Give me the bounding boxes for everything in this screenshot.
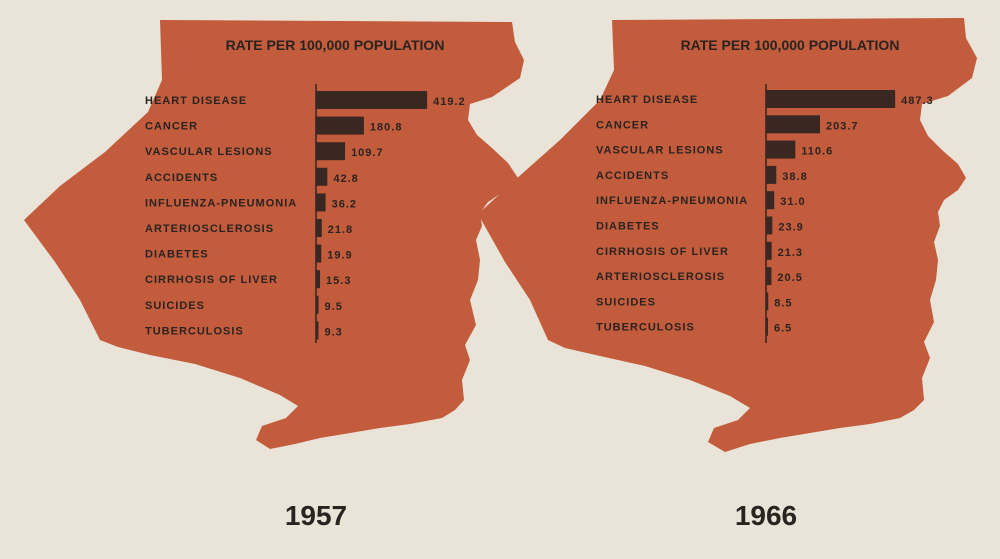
bar-cancer-1957 [316, 116, 364, 135]
category-label-tuberculosis-1957: TUBERCULOSIS [145, 325, 244, 337]
category-label-suicides-1957: SUICIDES [145, 300, 205, 312]
category-label-influenza-pneumonia-1966: INFLUENZA-PNEUMONIA [596, 195, 748, 207]
value-label-cirrhosis-of-liver-1957: 15.3 [326, 275, 351, 287]
value-label-suicides-1966: 8.5 [774, 297, 792, 309]
category-label-tuberculosis-1966: TUBERCULOSIS [596, 322, 695, 334]
value-label-cirrhosis-of-liver-1966: 21.3 [778, 247, 803, 259]
category-label-arteriosclerosis-1966: ARTERIOSCLEROSIS [596, 271, 725, 283]
value-label-influenza-pneumonia-1966: 31.0 [780, 196, 805, 208]
bar-vascular-lesions-1966 [766, 140, 796, 159]
value-label-accidents-1966: 38.8 [782, 171, 807, 183]
category-label-heart-disease-1957: HEART DISEASE [145, 95, 247, 107]
bar-vascular-lesions-1957 [316, 142, 346, 161]
bar-diabetes-1966 [766, 216, 773, 235]
panel-1966: RATE PER 100,000 POPULATION HEART DISEAS… [478, 18, 977, 452]
category-label-arteriosclerosis-1957: ARTERIOSCLEROSIS [145, 223, 274, 235]
bar-suicides-1966 [766, 292, 769, 311]
bar-tuberculosis-1957 [316, 321, 319, 340]
bar-arteriosclerosis-1957 [316, 219, 322, 237]
value-label-tuberculosis-1957: 9.3 [324, 326, 342, 338]
category-label-vascular-lesions-1966: VASCULAR LESIONS [596, 145, 724, 157]
value-label-vascular-lesions-1966: 110.6 [801, 146, 833, 158]
value-label-arteriosclerosis-1966: 20.5 [777, 272, 802, 284]
category-label-diabetes-1957: DIABETES [145, 249, 209, 261]
category-label-vascular-lesions-1957: VASCULAR LESIONS [145, 146, 273, 158]
value-label-heart-disease-1957: 419.2 [433, 96, 466, 108]
category-label-influenza-pneumonia-1957: INFLUENZA-PNEUMONIA [145, 197, 297, 209]
bar-accidents-1966 [766, 165, 777, 184]
category-label-accidents-1966: ACCIDENTS [596, 170, 669, 182]
panel-1957: RATE PER 100,000 POPULATION HEART DISEAS… [24, 20, 524, 449]
value-label-accidents-1957: 42.8 [333, 173, 358, 185]
value-label-tuberculosis-1966: 6.5 [774, 323, 792, 335]
value-label-heart-disease-1966: 487.3 [901, 95, 934, 107]
value-label-suicides-1957: 9.5 [325, 301, 343, 313]
category-label-heart-disease-1966: HEART DISEASE [596, 94, 698, 106]
bar-cirrhosis-of-liver-1966 [766, 241, 772, 260]
value-label-influenza-pneumonia-1957: 36.2 [332, 198, 357, 210]
bar-tuberculosis-1966 [766, 317, 768, 336]
category-label-cancer-1957: CANCER [145, 121, 198, 133]
bar-suicides-1957 [316, 295, 319, 314]
bar-cirrhosis-of-liver-1957 [316, 270, 321, 289]
value-label-diabetes-1966: 23.9 [778, 222, 803, 234]
chart-title-1966: RATE PER 100,000 POPULATION [681, 37, 900, 53]
year-label-1957: 1957 [284, 500, 348, 531]
bar-cancer-1966 [766, 115, 820, 134]
category-label-cancer-1966: CANCER [596, 119, 649, 131]
category-label-accidents-1957: ACCIDENTS [145, 172, 218, 184]
value-label-vascular-lesions-1957: 109.7 [351, 147, 384, 159]
value-label-arteriosclerosis-1957: 21.8 [328, 224, 353, 236]
chart-title-1957: RATE PER 100,000 POPULATION [226, 37, 445, 53]
value-label-cancer-1966: 203.7 [826, 120, 859, 132]
category-label-diabetes-1966: DIABETES [596, 221, 660, 233]
bar-heart-disease-1957 [316, 91, 428, 109]
bar-influenza-pneumonia-1957 [316, 193, 326, 212]
year-label-1966: 1966 [734, 500, 798, 531]
state-map-shape-1957 [24, 20, 524, 449]
value-label-cancer-1957: 180.8 [370, 122, 403, 134]
category-label-cirrhosis-of-liver-1957: CIRRHOSIS OF LIVER [145, 274, 278, 286]
state-map-shape-1966 [478, 18, 977, 452]
bar-heart-disease-1966 [766, 90, 896, 108]
bar-arteriosclerosis-1966 [766, 267, 772, 286]
category-label-cirrhosis-of-liver-1966: CIRRHOSIS OF LIVER [596, 246, 729, 258]
bar-diabetes-1957 [316, 244, 322, 263]
category-label-suicides-1966: SUICIDES [596, 296, 656, 308]
bar-accidents-1957 [316, 167, 328, 186]
value-label-diabetes-1957: 19.9 [327, 250, 352, 262]
bar-influenza-pneumonia-1966 [766, 191, 775, 210]
